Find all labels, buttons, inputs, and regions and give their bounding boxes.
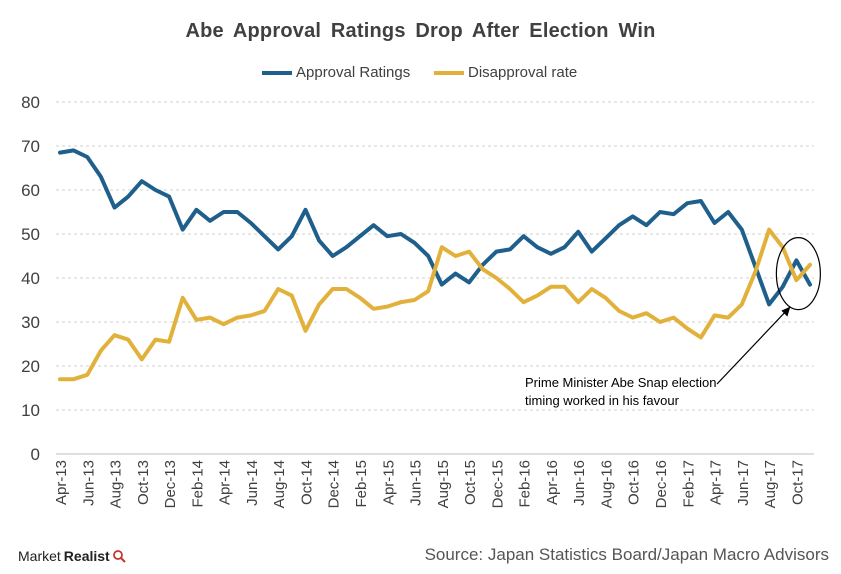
- legend-swatch-approval: [262, 70, 292, 75]
- x-tick-label-Dec-16: Dec-16: [653, 460, 670, 508]
- x-tick-label-Dec-15: Dec-15: [489, 460, 506, 508]
- legend-item-disapproval: Disapproval rate: [434, 64, 577, 81]
- x-tick-label-Apr-15: Apr-15: [380, 460, 397, 505]
- x-tick-label-Oct-13: Oct-13: [135, 460, 152, 505]
- x-tick-label-Aug-13: Aug-13: [108, 460, 125, 508]
- annotation-text: Prime Minister Abe Snap election timing …: [525, 374, 716, 410]
- annotation-ellipse: [775, 237, 821, 311]
- x-tick-label-Dec-14: Dec-14: [326, 460, 343, 508]
- x-tick-label-Apr-16: Apr-16: [544, 460, 561, 505]
- x-tick-label-Jun-16: Jun-16: [571, 460, 588, 506]
- x-tick-label-Feb-16: Feb-16: [517, 460, 534, 508]
- x-tick-label-Feb-17: Feb-17: [680, 460, 697, 508]
- x-tick-label-Oct-14: Oct-14: [298, 460, 315, 505]
- x-tick-label-Apr-17: Apr-17: [708, 460, 725, 505]
- annotation-arrow-head: [781, 306, 791, 317]
- legend-label-approval: Approval Ratings: [296, 64, 411, 81]
- chart-title: Abe Approval Ratings Drop After Election…: [185, 20, 656, 42]
- legend-item-approval: Approval Ratings: [262, 64, 410, 81]
- annotation-arrow-line: [716, 306, 791, 385]
- annotation-line-2: timing worked in his favour: [525, 393, 679, 408]
- brand-name-realist: Realist: [63, 548, 110, 564]
- series-line-disapproval: [58, 227, 812, 382]
- y-tick-label-0: 0: [31, 445, 40, 464]
- y-tick-label-10: 10: [21, 401, 40, 420]
- x-tick-label-Aug-15: Aug-15: [435, 460, 452, 508]
- y-tick-label-70: 70: [21, 137, 40, 156]
- x-tick-label-Aug-17: Aug-17: [762, 460, 779, 508]
- x-tick-label-Dec-13: Dec-13: [162, 460, 179, 508]
- y-tick-label-80: 80: [21, 93, 40, 112]
- x-tick-label-Oct-16: Oct-16: [626, 460, 643, 505]
- x-tick-label-Oct-17: Oct-17: [789, 460, 806, 505]
- x-tick-label-Aug-14: Aug-14: [271, 460, 288, 508]
- x-tick-label-Jun-13: Jun-13: [80, 460, 97, 506]
- series-line-approval: [58, 148, 812, 307]
- legend-label-disapproval: Disapproval rate: [468, 64, 578, 81]
- legend-swatch-disapproval: [434, 70, 464, 75]
- y-tick-label-50: 50: [21, 225, 40, 244]
- source-note: Source: Japan Statistics Board/Japan Mac…: [424, 545, 829, 564]
- x-tick-label-Aug-16: Aug-16: [598, 460, 615, 508]
- y-tick-label-30: 30: [21, 313, 40, 332]
- y-tick-label-60: 60: [21, 181, 40, 200]
- x-tick-label-Jun-15: Jun-15: [408, 460, 425, 506]
- x-tick-label-Oct-15: Oct-15: [462, 460, 479, 505]
- x-tick-label-Feb-14: Feb-14: [189, 460, 206, 508]
- x-tick-label-Apr-13: Apr-13: [53, 460, 70, 505]
- y-tick-label-40: 40: [21, 269, 40, 288]
- x-tick-label-Jun-14: Jun-14: [244, 460, 261, 506]
- x-tick-label-Apr-14: Apr-14: [217, 460, 234, 505]
- brand-logo: Market Realist: [18, 548, 126, 564]
- x-tick-label-Jun-17: Jun-17: [735, 460, 752, 506]
- x-tick-label-Feb-15: Feb-15: [353, 460, 370, 508]
- magnifier-icon: [112, 550, 126, 563]
- annotation-line-1: Prime Minister Abe Snap election: [525, 375, 717, 390]
- legend: Approval Ratings Disapproval rate: [0, 64, 841, 84]
- y-tick-label-20: 20: [21, 357, 40, 376]
- brand-name-market: Market: [18, 548, 61, 564]
